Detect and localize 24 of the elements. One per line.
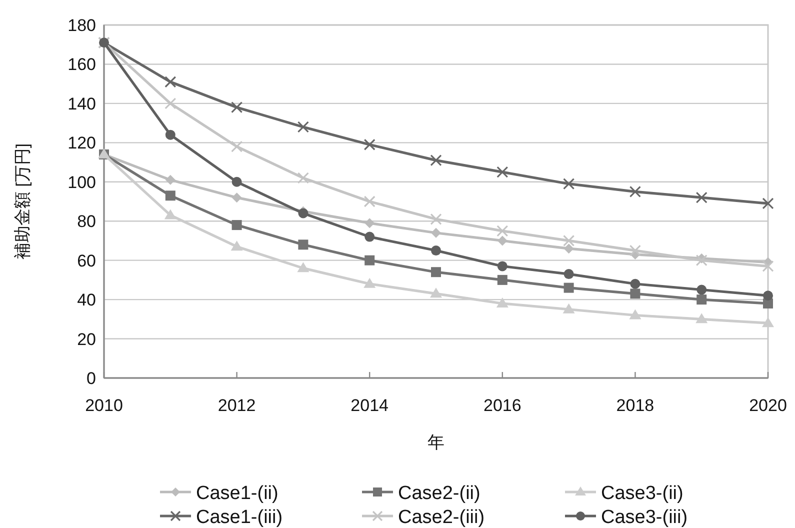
x-tick-label: 2016	[483, 396, 522, 415]
x-tick-label: 2012	[218, 396, 256, 415]
legend-label: Case1-(iii)	[196, 507, 283, 528]
y-tick-label: 20	[77, 330, 96, 349]
y-tick-label: 80	[77, 212, 96, 232]
x-tick-label: 2010	[85, 396, 123, 415]
legend-label: Case3-(ii)	[601, 483, 684, 504]
legend-label: Case3-(iii)	[601, 507, 688, 528]
y-tick-label: 40	[77, 290, 96, 310]
y-tick-label: 120	[68, 134, 96, 153]
x-tick-label: 2018	[616, 396, 654, 415]
x-tick-label: 2014	[350, 396, 389, 415]
y-tick-label: 160	[68, 55, 96, 74]
y-tick-label: 0	[86, 369, 96, 388]
y-tick-label: 140	[68, 94, 96, 114]
y-tick-label: 100	[68, 172, 96, 192]
y-tick-label: 180	[68, 16, 96, 35]
x-axis-title: 年	[428, 433, 444, 452]
y-tick-label: 60	[77, 251, 96, 270]
legend-label: Case1-(ii)	[196, 483, 278, 504]
legend-label: Case2-(ii)	[398, 483, 480, 504]
x-tick-label: 2020	[749, 396, 787, 415]
y-axis-title: 補助金額 [万円]	[13, 143, 32, 260]
legend-label: Case2-(iii)	[398, 507, 485, 528]
